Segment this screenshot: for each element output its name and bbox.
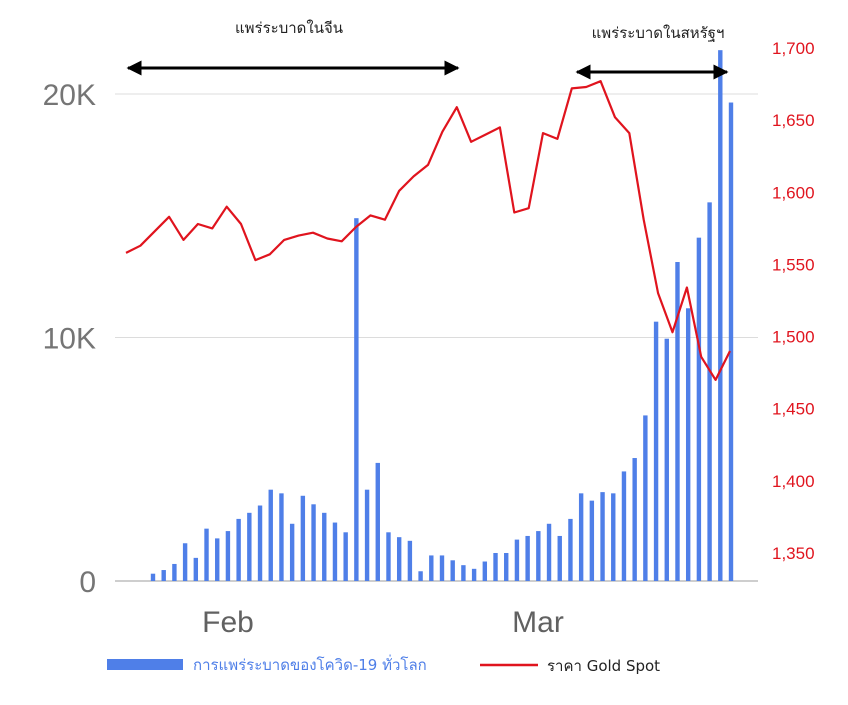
- bar: [386, 532, 391, 581]
- bar: [439, 555, 445, 581]
- bar: [461, 565, 466, 581]
- bar: [257, 505, 263, 581]
- bar: [578, 493, 584, 581]
- bar: [289, 523, 295, 581]
- bar: [311, 504, 316, 581]
- bar: [450, 560, 455, 581]
- bar: [504, 552, 509, 581]
- x-axis: Feb Mar: [202, 606, 564, 639]
- right-tick-label: 1,550: [772, 255, 815, 274]
- left-tick-label: 20K: [43, 79, 96, 112]
- bar: [204, 528, 209, 581]
- right-tick-label: 1,400: [772, 472, 815, 491]
- bar: [354, 218, 359, 581]
- bar: [182, 543, 188, 581]
- bar: [225, 531, 231, 581]
- bar: [685, 308, 691, 581]
- right-tick-label: 1,450: [772, 400, 815, 419]
- bar: [514, 539, 520, 581]
- bar: [546, 523, 552, 581]
- left-tick-label: 10K: [43, 323, 96, 356]
- china-outbreak-label: แพร่ระบาดในจีน: [235, 19, 343, 37]
- bar: [193, 557, 199, 581]
- bar: [215, 538, 220, 581]
- bar: [675, 262, 680, 581]
- right-tick-label: 1,600: [772, 183, 815, 202]
- bar: [279, 493, 284, 581]
- legend: การแพร่ระบาดของโควิด-19 ทั่วโลก ราคา Gold…: [107, 654, 660, 675]
- right-tick-label: 1,650: [772, 111, 815, 130]
- bar: [236, 518, 241, 581]
- bar: [643, 415, 648, 581]
- bar: [632, 458, 637, 581]
- right-tick-label: 1,350: [772, 544, 815, 563]
- bar: [332, 522, 338, 581]
- legend-label-line: ราคา Gold Spot: [547, 657, 660, 675]
- bar: [493, 552, 498, 581]
- bar: [707, 202, 712, 582]
- bar: [589, 500, 595, 581]
- bar: [471, 568, 477, 581]
- legend-swatch-bars: [107, 659, 183, 670]
- grid-lines: [115, 93, 758, 582]
- bar: [536, 531, 541, 581]
- bar: [525, 535, 530, 581]
- bar: [728, 102, 734, 582]
- left-tick-label: 0: [79, 566, 96, 599]
- bar: [364, 489, 370, 581]
- bar: [418, 571, 423, 581]
- x-tick-label: Feb: [202, 606, 254, 639]
- bar: [557, 535, 562, 581]
- legend-label-bars: การแพร่ระบาดของโควิด-19 ทั่วโลก: [193, 654, 427, 674]
- bar: [429, 555, 434, 581]
- line-series: [125, 80, 731, 381]
- bar: [653, 321, 659, 581]
- right-tick-label: 1,500: [772, 328, 815, 347]
- right-axis: 1,350 1,400 1,450 1,500 1,550 1,600 1,650 1,700: [772, 39, 815, 563]
- bar: [664, 338, 669, 581]
- bar: [718, 50, 723, 582]
- bar: [150, 573, 156, 581]
- bar: [621, 471, 627, 581]
- bar: [268, 489, 273, 581]
- bar: [407, 540, 413, 581]
- gold-price-line: [125, 80, 731, 381]
- bar: [247, 512, 252, 581]
- bar: [611, 493, 616, 581]
- bar: [600, 492, 605, 581]
- bar: [396, 537, 402, 581]
- bar: [375, 462, 380, 581]
- bar: [161, 570, 166, 581]
- bar: [343, 532, 348, 581]
- annotations: แพร่ระบาดในจีน แพร่ระบาดในสหรัฐฯ: [126, 19, 729, 80]
- bar: [322, 512, 327, 581]
- us-outbreak-label: แพร่ระบาดในสหรัฐฯ: [592, 24, 725, 42]
- left-axis: 0 10K 20K: [43, 79, 96, 599]
- bar: [568, 518, 573, 581]
- bar: [172, 563, 177, 581]
- x-tick-label: Mar: [512, 606, 564, 639]
- bar: [300, 495, 306, 581]
- bar-series: [150, 50, 734, 582]
- bar: [696, 237, 702, 582]
- bar: [482, 561, 488, 581]
- right-tick-label: 1,700: [772, 39, 815, 58]
